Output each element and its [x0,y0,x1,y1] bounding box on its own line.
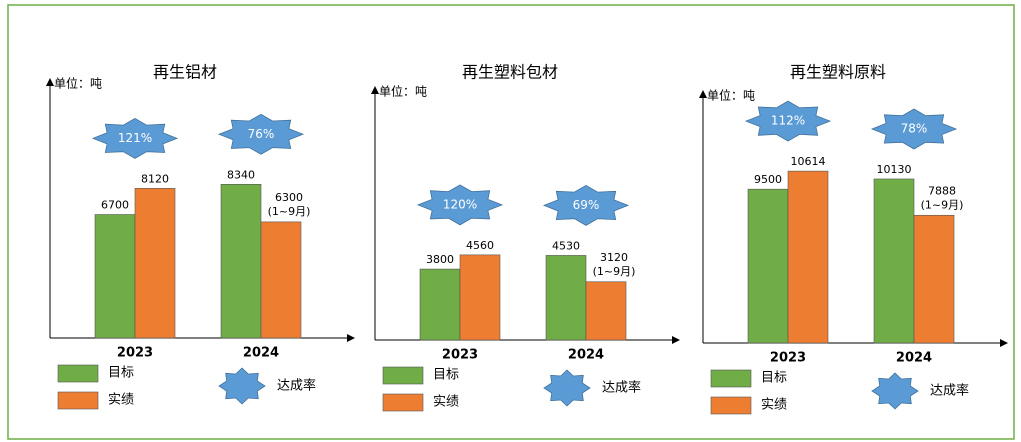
bar [220,184,262,339]
value-note: (1~9月) [593,265,636,278]
value-label: 9500 [754,173,782,186]
axis-arrow [371,86,379,94]
axis-arrow [699,90,707,98]
axis-arrow [672,336,680,344]
bar [787,170,829,344]
legend-swatch [710,396,752,415]
legend-label: 目标 [761,371,787,386]
value-label: 4530 [552,239,580,252]
legend-swatch [382,393,424,412]
axis-arrow [46,78,54,86]
legend-label: 实绩 [761,398,787,413]
x-tick-label: 2023 [117,346,153,361]
legend-swatch [57,391,99,410]
legend-label: 实绩 [433,395,459,410]
rate-badge [217,113,305,155]
value-label: 8340 [227,168,255,181]
bar [260,221,302,339]
bar [94,214,136,339]
legend-swatch [543,369,591,407]
axis-arrow [347,334,355,342]
rate-label: 69% [573,198,600,212]
y-axis-label: 单位：吨 [54,76,102,91]
legend-label: 达成率 [930,383,969,399]
bar [419,268,461,341]
rate-label: 120% [443,197,477,211]
rate-label: 78% [901,121,928,135]
x-tick-label: 2024 [568,348,604,363]
rate-label: 112% [771,114,805,128]
value-note: (1~9月) [268,205,311,218]
legend-label: 达成率 [277,378,316,394]
value-label: 3120 [600,251,628,264]
value-label: 4560 [466,239,494,252]
value-label: 10614 [791,155,826,168]
rate-label: 121% [118,131,152,145]
legend-label: 目标 [108,366,134,381]
value-label: 7888 [928,184,956,197]
value-label: 10130 [877,163,912,176]
value-label: 8120 [141,172,169,185]
value-note: (1~9月) [921,198,964,211]
bar [134,188,176,339]
axis-arrow [1000,339,1008,347]
chart-title: 再生塑料包材 [462,63,558,82]
legend-swatch [710,369,752,388]
legend-label: 实绩 [108,393,134,408]
legend-label: 达成率 [602,380,641,396]
chart-title: 再生塑料原料 [790,63,886,82]
chart-title: 再生铝材 [153,63,217,82]
frame [7,4,1015,440]
legend-label: 目标 [433,368,459,383]
legend-swatch [218,367,266,405]
rate-badge [870,108,958,150]
rate-badge [91,117,179,159]
x-tick-label: 2024 [243,346,279,361]
rate-badge [416,184,504,226]
value-label: 3800 [426,253,454,266]
legend-swatch [57,364,99,383]
bar [459,254,501,341]
legend-swatch [871,372,919,410]
value-label: 6300 [275,191,303,204]
x-tick-label: 2023 [442,348,478,363]
bar [585,281,627,341]
rate-badge [744,100,832,142]
x-tick-label: 2023 [770,351,806,366]
bar [873,178,915,344]
value-label: 6700 [101,199,129,212]
legend-swatch [382,366,424,385]
bar [545,255,587,341]
bar [747,188,789,344]
rate-label: 76% [248,127,275,141]
bar [913,214,955,344]
rate-badge [542,184,630,226]
y-axis-label: 单位：吨 [379,84,427,99]
y-axis-label: 单位：吨 [707,88,755,103]
x-tick-label: 2024 [896,351,932,366]
